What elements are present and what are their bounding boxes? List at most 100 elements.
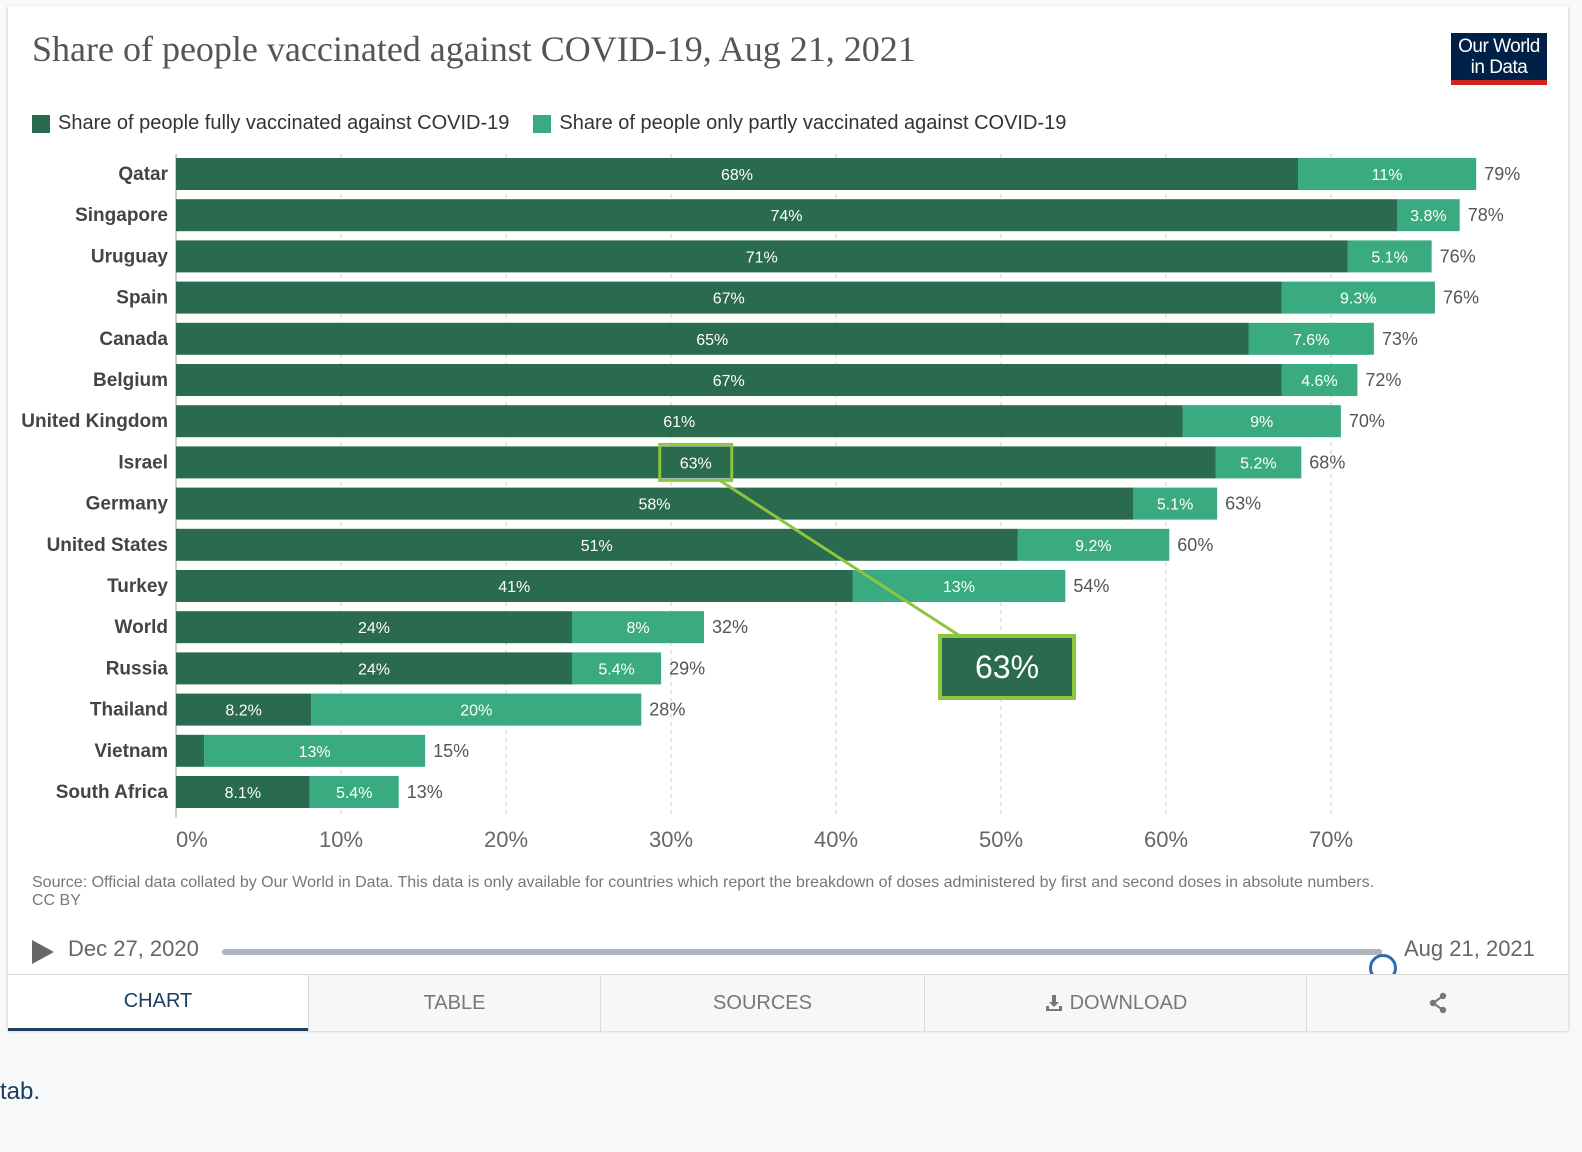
download-icon [1045, 995, 1062, 1011]
tab-share[interactable] [1306, 975, 1568, 1031]
chart-legend: Share of people fully vaccinated against… [32, 112, 1090, 135]
tab-table-label: TABLE [423, 991, 486, 1014]
logo-line-1: Our World [1458, 36, 1540, 57]
bar-partial [1017, 528, 1170, 561]
category-label: Germany [86, 494, 169, 515]
total-label: 76% [1440, 246, 1476, 266]
total-label: 15% [433, 741, 469, 761]
bar-partial-label: 11% [1372, 167, 1403, 184]
bar-full-label: 51% [581, 538, 613, 555]
x-tick-label: 30% [649, 827, 693, 852]
tab-download[interactable]: DOWNLOAD [924, 975, 1306, 1031]
bar-full-label: 24% [358, 620, 390, 637]
bar-full [176, 487, 1133, 520]
bar-full [176, 281, 1282, 314]
x-tick-label: 50% [979, 827, 1023, 852]
tab-download-label: DOWNLOAD [1069, 991, 1188, 1014]
bar-partial-label: 13% [299, 744, 331, 761]
bar-chart: 0% 10% 20% 30% 40% 50% 60% 70% Qatar 68% 11% 79% Sin… [21, 154, 1520, 852]
timeline-fill [222, 949, 1382, 955]
bar-full [176, 776, 310, 808]
bar-partial-label: 5.2% [1240, 455, 1276, 472]
bar-partial-label: 5.4% [598, 661, 634, 678]
source-note: Source: Official data collated by Our Wo… [32, 874, 1532, 910]
logo-line-2: in Data [1470, 57, 1528, 78]
timeline-start-date: Dec 27, 2020 [68, 936, 199, 961]
total-label: 73% [1382, 329, 1418, 349]
bar-full [176, 528, 1018, 561]
annotation-callout-box [938, 634, 1076, 700]
total-label: 63% [1225, 494, 1261, 514]
category-label: Turkey [107, 576, 168, 597]
bar-partial [1281, 281, 1435, 314]
total-label: 29% [669, 658, 705, 678]
bar-partial-label: 9% [1250, 414, 1273, 431]
bar-full [176, 322, 1249, 355]
legend-label-partial: Share of people only partly vaccinated a… [559, 112, 1067, 134]
annotation-connector [718, 479, 961, 638]
bar-full [176, 158, 1298, 190]
total-label: 76% [1443, 288, 1479, 308]
timeline-track[interactable] [222, 949, 1397, 982]
bar-full [176, 199, 1397, 232]
bar-partial [309, 776, 399, 808]
total-label: 32% [712, 617, 748, 637]
total-label: 28% [649, 700, 685, 720]
total-label: 54% [1073, 576, 1109, 596]
tab-table[interactable]: TABLE [308, 975, 600, 1031]
tab-sources[interactable]: SOURCES [600, 975, 924, 1031]
bar-partial [572, 611, 704, 644]
license-text[interactable]: CC BY [32, 892, 81, 909]
bar-full-label: 41% [498, 579, 530, 596]
bar-partial-label: 5.1% [1371, 249, 1407, 266]
legend-item-full[interactable]: Share of people fully vaccinated against… [32, 112, 509, 135]
bar-partial [1182, 405, 1341, 438]
bar-partial [1215, 446, 1302, 479]
total-label: 78% [1468, 205, 1504, 225]
bar-partial-label: 4.6% [1301, 373, 1337, 390]
annotation-highlight-box [658, 442, 734, 482]
total-label: 79% [1484, 164, 1520, 184]
tab-sources-label: SOURCES [713, 991, 812, 1014]
legend-item-partial[interactable]: Share of people only partly vaccinated a… [533, 112, 1066, 135]
category-label: United Kingdom [21, 411, 168, 432]
bar-partial [1281, 364, 1358, 396]
tab-chart[interactable]: CHART [8, 975, 308, 1031]
bar-full [176, 693, 312, 726]
bar-partial-label: 13% [943, 579, 975, 596]
tab-chart-label: CHART [123, 990, 193, 1012]
owid-logo[interactable]: Our World in Data [1451, 33, 1547, 85]
bar-full [176, 405, 1183, 438]
x-tick-label: 70% [1309, 827, 1353, 852]
bar-full-label: 74% [770, 208, 802, 225]
category-label: Vietnam [94, 741, 168, 762]
category-label: Singapore [75, 205, 168, 226]
chart-card: Share of people vaccinated against COVID… [8, 6, 1568, 1031]
play-icon[interactable] [32, 940, 54, 964]
bar-full [176, 570, 853, 602]
legend-swatch-partial [533, 114, 552, 133]
total-label: 72% [1365, 370, 1401, 390]
bar-full-label: 65% [696, 332, 728, 349]
page-footer-text: tab. [0, 1078, 41, 1105]
category-label: South Africa [56, 782, 169, 803]
bar-partial [1248, 322, 1374, 355]
bar-full-label: 67% [713, 373, 745, 390]
bar-full-label: 68% [721, 167, 753, 184]
category-label: Spain [116, 288, 168, 309]
category-label: Qatar [118, 164, 168, 185]
x-tick-label: 0% [176, 827, 208, 852]
bar-full [176, 364, 1282, 396]
bar-partial-label: 9.3% [1340, 291, 1376, 308]
bar-full-label: 67% [713, 291, 745, 308]
chart-title: Share of people vaccinated against COVID… [32, 29, 916, 69]
bar-partial-label: 7.6% [1293, 332, 1329, 349]
bar-full-label: 24% [358, 661, 390, 678]
bar-full-label: 71% [746, 249, 778, 266]
category-label: World [115, 617, 168, 638]
total-label: 68% [1309, 452, 1345, 472]
share-icon [1429, 992, 1446, 1014]
category-label: Russia [106, 658, 169, 679]
bar-full-label: 8.2% [225, 703, 261, 720]
source-text: Source: Official data collated by Our Wo… [32, 874, 1375, 891]
